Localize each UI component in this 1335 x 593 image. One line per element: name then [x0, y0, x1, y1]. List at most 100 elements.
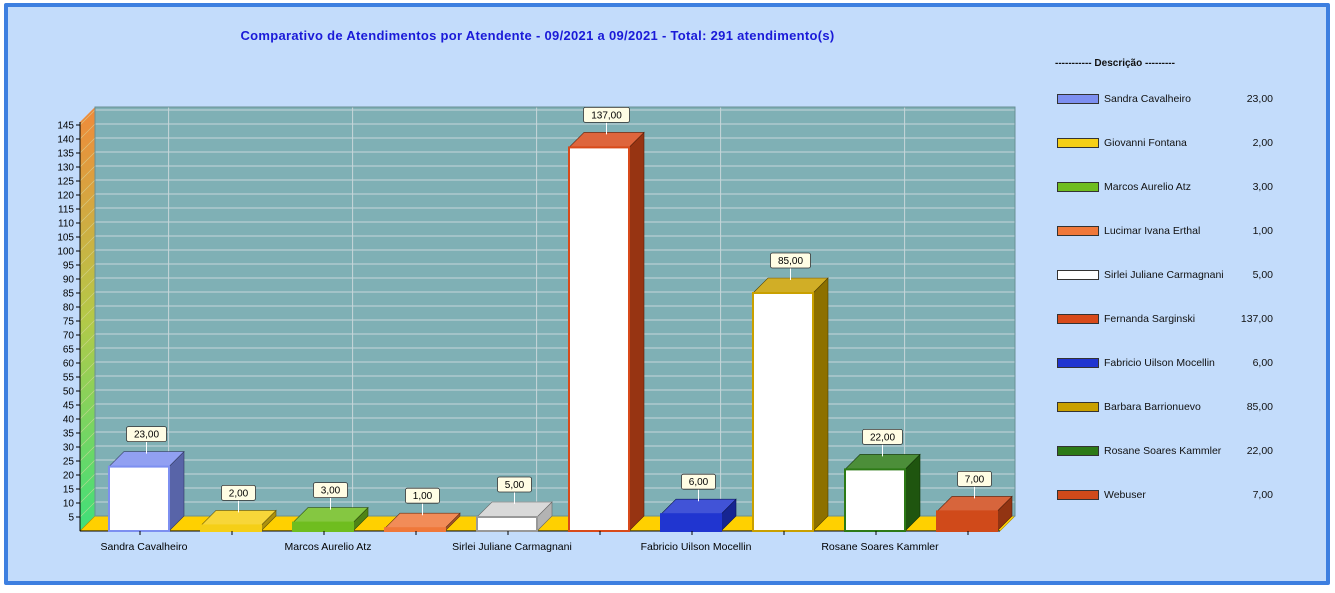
bar-front [200, 524, 262, 533]
bar-side [812, 277, 829, 532]
data-label-box [497, 476, 532, 493]
bar: 22,00 [844, 428, 921, 532]
legend-label: Marcos Aurelio Atz [1104, 181, 1191, 193]
side-grid-line [79, 165, 96, 182]
bar: 85,00 [752, 252, 829, 532]
legend-value: 2,00 [1252, 137, 1273, 149]
x-tick-label: Fabricio Uilson Mocellin [641, 541, 752, 553]
side-grid-line [79, 361, 96, 378]
chart-title: Comparativo de Atendimentos por Atendent… [240, 28, 835, 43]
data-label-box [681, 473, 716, 490]
side-grid-line [79, 249, 96, 266]
legend-value: 85,00 [1246, 401, 1273, 413]
y-tick-label: 95 [63, 261, 75, 272]
legend-swatch [1057, 358, 1099, 368]
side-grid-line [79, 123, 96, 140]
legend-swatch [1057, 270, 1099, 280]
y-tick-label: 100 [57, 247, 74, 258]
y-tick-label: 60 [63, 359, 75, 370]
data-label: 85,00 [778, 256, 803, 267]
plot-back-wall [95, 107, 1015, 516]
bar: 7,00 [936, 470, 1013, 532]
bar-side [628, 131, 645, 532]
y-tick-label: 10 [63, 499, 75, 510]
legend-swatch [1057, 182, 1099, 192]
side-grid-line [79, 487, 96, 504]
y-tick-label: 45 [63, 401, 75, 412]
x-tick-label: Sandra Cavalheiro [101, 541, 188, 553]
bar-front [476, 516, 538, 532]
legend-value: 7,00 [1252, 489, 1273, 501]
legend-title: ----------- Descrição --------- [1055, 58, 1175, 69]
data-label: 137,00 [591, 110, 622, 121]
data-label: 22,00 [870, 432, 895, 443]
side-grid-line [79, 319, 96, 336]
side-grid-line [79, 305, 96, 322]
legend-label: Webuser [1104, 489, 1146, 501]
data-label-box [957, 470, 992, 487]
data-label-box [583, 107, 630, 123]
y-tick-label: 80 [63, 303, 75, 314]
y-tick-label: 90 [63, 275, 75, 286]
data-label: 5,00 [505, 480, 525, 491]
y-tick-label: 125 [57, 177, 74, 188]
legend-label: Rosane Soares Kammler [1104, 445, 1222, 457]
y-tick-label: 40 [63, 415, 75, 426]
side-grid-line [79, 137, 96, 154]
side-grid-line [79, 179, 96, 196]
y-tick-label: 85 [63, 289, 75, 300]
side-grid-line [79, 291, 96, 308]
plot-side-wall [80, 107, 95, 531]
side-grid-line [79, 151, 96, 168]
legend-value: 137,00 [1240, 313, 1273, 325]
data-label-box [221, 484, 256, 501]
legend-label: Sandra Cavalheiro [1104, 93, 1191, 105]
bar: 6,00 [660, 473, 737, 533]
x-tick-label: Marcos Aurelio Atz [285, 541, 372, 553]
side-grid-line [79, 193, 96, 210]
bar-front [660, 513, 722, 533]
data-label-box [126, 426, 167, 443]
y-tick-label: 50 [63, 387, 75, 398]
legend-value: 23,00 [1246, 93, 1273, 105]
data-label-box [313, 482, 348, 499]
data-label: 3,00 [321, 486, 341, 497]
bar-front [752, 292, 814, 532]
legend-swatch [1057, 138, 1099, 148]
data-label-box [862, 428, 903, 445]
bar-front [936, 510, 998, 532]
y-tick-label: 30 [63, 443, 75, 454]
legend-swatch [1057, 226, 1099, 236]
y-tick-label: 20 [63, 471, 75, 482]
bar: 5,00 [476, 476, 553, 532]
side-grid-line [79, 235, 96, 252]
bar: 1,00 [384, 487, 461, 533]
y-tick-label: 110 [58, 219, 74, 230]
y-tick-label: 135 [57, 149, 74, 160]
legend-swatch [1057, 402, 1099, 412]
x-tick-label: Rosane Soares Kammler [821, 541, 939, 553]
data-label: 23,00 [134, 430, 159, 441]
legend-value: 22,00 [1246, 445, 1273, 457]
bar: 2,00 [200, 484, 277, 533]
bar: 3,00 [292, 482, 369, 532]
bar-front [108, 465, 170, 533]
legend-label: Lucimar Ivana Erthal [1104, 225, 1201, 237]
legend-label: Giovanni Fontana [1104, 137, 1187, 149]
side-grid-line [79, 347, 96, 364]
y-tick-label: 65 [63, 345, 75, 356]
legend-value: 5,00 [1252, 269, 1273, 281]
data-label-box [770, 252, 811, 269]
side-grid-line [79, 263, 96, 280]
data-label-box [405, 487, 440, 504]
side-grid-line [79, 501, 96, 518]
y-tick-label: 130 [57, 163, 74, 174]
side-grid-line [79, 459, 96, 476]
side-grid-line [79, 207, 96, 224]
bar: 23,00 [108, 426, 185, 533]
legend-label: Barbara Barrionuevo [1104, 401, 1201, 413]
y-tick-label: 140 [57, 135, 74, 146]
data-label: 7,00 [965, 474, 985, 485]
plot-back-border [94, 106, 1016, 517]
